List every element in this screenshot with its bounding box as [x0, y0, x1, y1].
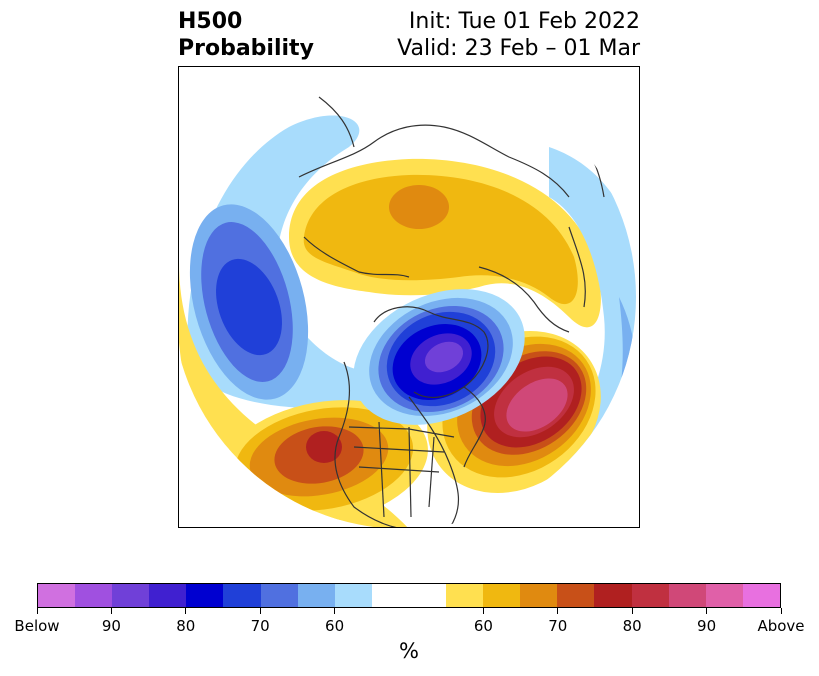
- colorbar-tick-label: 60: [473, 617, 493, 635]
- colorbar-segment: [483, 584, 521, 607]
- colorbar-segment: [371, 584, 409, 607]
- chart-title-left: H500 Probability: [178, 8, 314, 62]
- colorbar-segment: [223, 584, 261, 607]
- colorbar-tick: [780, 608, 782, 614]
- coastlines: [298, 86, 605, 527]
- title-product: Probability: [178, 36, 314, 61]
- colorbar-segment: [75, 584, 113, 607]
- colorbar-tick-label: 70: [548, 617, 568, 635]
- colorbar-segment: [260, 584, 298, 607]
- colorbar-segment: [38, 584, 76, 607]
- colorbar-segment: [297, 584, 335, 607]
- chart-title-right: Init: Tue 01 Feb 2022 Valid: 23 Feb – 01…: [397, 8, 640, 62]
- valid-period: Valid: 23 Feb – 01 Mar: [397, 36, 640, 61]
- map-svg: [179, 86, 636, 527]
- polar-map: [178, 66, 640, 528]
- colorbar-segment: [668, 584, 706, 607]
- colorbar-tick-label: 90: [101, 617, 121, 635]
- colorbar-segment: [186, 584, 224, 607]
- colorbar-segment: [149, 584, 187, 607]
- colorbar-segment: [112, 584, 150, 607]
- title-variable: H500: [178, 9, 243, 34]
- colorbar-tick: [334, 608, 336, 614]
- colorbar-tick-label: 80: [622, 617, 642, 635]
- colorbar-tick: [557, 608, 559, 614]
- colorbar-segment: [594, 584, 632, 607]
- colorbar-tick-label: Below: [14, 617, 60, 635]
- colorbar-segment: [631, 584, 669, 607]
- init-time: Init: Tue 01 Feb 2022: [408, 9, 640, 34]
- colorbar-tick-label: 60: [325, 617, 345, 635]
- colorbar-tick: [706, 608, 708, 614]
- colorbar-tick-label: 80: [176, 617, 196, 635]
- colorbar-tick: [259, 608, 261, 614]
- colorbar-tick: [185, 608, 187, 614]
- colorbar-tick: [631, 608, 633, 614]
- colorbar-segment: [446, 584, 484, 607]
- colorbar-segment: [408, 584, 447, 607]
- colorbar: [37, 583, 781, 608]
- colorbar-tick-label: Above: [757, 617, 805, 635]
- colorbar-tick: [110, 608, 112, 614]
- colorbar-segment: [705, 584, 743, 607]
- colorbar-tick-label: 70: [250, 617, 270, 635]
- colorbar-segment: [520, 584, 558, 607]
- colorbar-segment: [334, 584, 372, 607]
- colorbar-tick-label: 90: [697, 617, 717, 635]
- colorbar-tick: [482, 608, 484, 614]
- colorbar-unit-label: %: [399, 639, 419, 663]
- colorbar-segment: [742, 584, 780, 607]
- colorbar-segment: [557, 584, 595, 607]
- colorbar-tick: [36, 608, 38, 614]
